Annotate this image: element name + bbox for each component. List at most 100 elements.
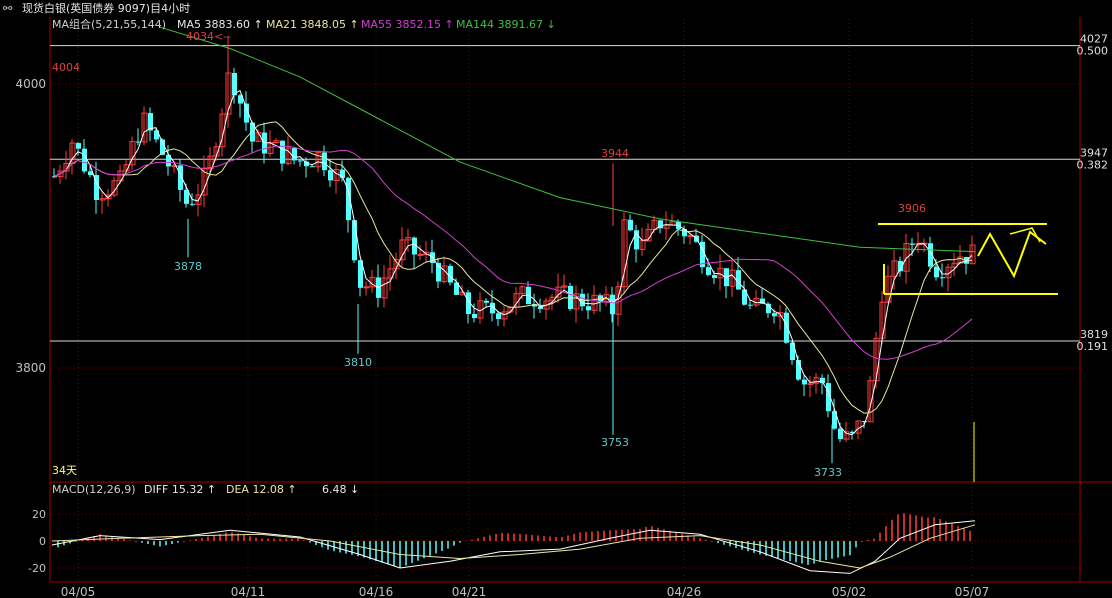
candle-body-down — [490, 302, 495, 314]
candle-body-down — [184, 189, 189, 204]
macd-tick-label: 20 — [32, 508, 46, 521]
candle-body-down — [628, 219, 633, 231]
candle-body-down — [850, 431, 855, 434]
candle-body-up — [843, 431, 850, 440]
candle-body-down — [910, 243, 915, 245]
macd-tick-label: -20 — [28, 562, 46, 575]
price-annotation: 3810 — [344, 356, 372, 369]
candle-body-down — [838, 428, 843, 440]
ma-legend-item: MA21 3848.05 ↑ — [266, 18, 359, 31]
candle-body-down — [166, 154, 171, 167]
price-annotation: 3878 — [174, 260, 202, 273]
candle-body-down — [934, 266, 939, 278]
candle-body-up — [621, 219, 628, 288]
candle-body-down — [682, 228, 687, 237]
candle-body-up — [903, 243, 910, 272]
candle-body-down — [280, 140, 285, 164]
candle-body-down — [358, 260, 363, 288]
candle-body-up — [99, 198, 106, 201]
candle-body-down — [454, 282, 459, 295]
candle-body-down — [748, 304, 753, 306]
candle-body-up — [813, 377, 820, 384]
candle-body-up — [399, 239, 406, 261]
candle-body-up — [387, 268, 394, 279]
x-tick-label: 04/11 — [231, 585, 266, 598]
candle-body-down — [352, 220, 357, 261]
candle-body-down — [832, 411, 837, 429]
title-bar: ⚯ 现货白银(英国债券 9097)目4小时 — [0, 0, 1112, 17]
x-tick-label: 05/07 — [955, 585, 990, 598]
price-annotation: 4004 — [52, 61, 80, 74]
candle-body-down — [538, 306, 543, 310]
trend-drawings[interactable] — [878, 223, 1058, 482]
candle-body-down — [322, 152, 327, 171]
y-tick-label: 4000 — [15, 77, 46, 91]
price-annotation: 3906 — [898, 202, 926, 215]
candle-body-down — [244, 103, 249, 123]
candle-body-down — [802, 379, 807, 385]
candle-body-down — [328, 170, 333, 181]
candle-body-down — [760, 298, 765, 304]
ma-legend-item: MA组合(5,21,55,144) — [52, 17, 166, 31]
candle-body-down — [238, 95, 243, 104]
candle-body-down — [484, 300, 489, 303]
candle-body-up — [573, 293, 580, 310]
candle-body-up — [807, 382, 814, 385]
candle-body-down — [790, 342, 795, 361]
macd-legend-item: DIFF 15.32 ↑ — [144, 483, 216, 496]
fib-ratio-label: 0.191 — [1077, 340, 1109, 353]
projection-arrowhead — [1009, 227, 1041, 243]
x-tick-label: 04/05 — [61, 585, 96, 598]
candle-body-down — [436, 262, 441, 282]
candle-body-up — [111, 180, 118, 196]
link-icon[interactable]: ⚯ — [3, 2, 13, 15]
candle-body-up — [219, 113, 226, 148]
ma-legend-item: MA144 3891.67 ↓ — [456, 18, 556, 31]
candle-body-up — [639, 240, 646, 250]
candle-body-down — [532, 304, 537, 307]
candle-body-up — [969, 244, 976, 265]
chart-labels: 04/05 04/11 04/16 04/21 04/26 05/02 05/07 4000 3… — [15, 17, 1108, 598]
candle-body-down — [298, 160, 303, 162]
candle-body-down — [466, 292, 471, 315]
candle-body-down — [232, 72, 237, 96]
price-annotation: 3944 — [601, 147, 629, 160]
candle-body-up — [957, 256, 964, 264]
x-tick-label: 05/02 — [832, 585, 867, 598]
x-tick-label: 04/26 — [667, 585, 702, 598]
candle-body-up — [459, 291, 466, 296]
candle-body-down — [88, 171, 93, 176]
candlesticks — [52, 35, 976, 464]
candle-body-up — [57, 170, 64, 178]
chart-frame — [49, 17, 1112, 583]
x-tick-label: 04/16 — [359, 585, 394, 598]
candle-body-up — [141, 112, 148, 143]
macd-panel — [50, 513, 1080, 574]
candle-body-down — [190, 203, 195, 205]
candle-body-down — [712, 275, 717, 278]
ma55-line — [53, 145, 973, 360]
price-annotation: 4034<-- — [186, 30, 231, 43]
candle-body-down — [742, 289, 747, 305]
candle-body-down — [412, 237, 417, 255]
candle-body-down — [658, 220, 663, 229]
candle-body-down — [706, 267, 711, 276]
macd-legend-item: DEA 12.08 ↑ — [226, 483, 297, 496]
candle-body-up — [129, 141, 136, 166]
candle-body-up — [195, 194, 202, 205]
projection-zigzag — [977, 230, 1047, 279]
ma-legend-item: MA5 3883.60 ↑ — [177, 18, 263, 31]
x-tick-label: 04/21 — [452, 585, 487, 598]
ma21-line — [53, 121, 972, 414]
macd-tick-label: 0 — [39, 535, 46, 548]
candle-body-up — [363, 286, 370, 289]
y-tick-label: 3800 — [15, 361, 46, 375]
candle-body-down — [736, 270, 741, 290]
candle-body-up — [417, 253, 424, 256]
candle-body-down — [568, 285, 573, 309]
candle-body-down — [292, 148, 297, 161]
candle-body-up — [945, 266, 952, 279]
candle-body-down — [310, 166, 315, 168]
candle-body-down — [472, 314, 477, 319]
